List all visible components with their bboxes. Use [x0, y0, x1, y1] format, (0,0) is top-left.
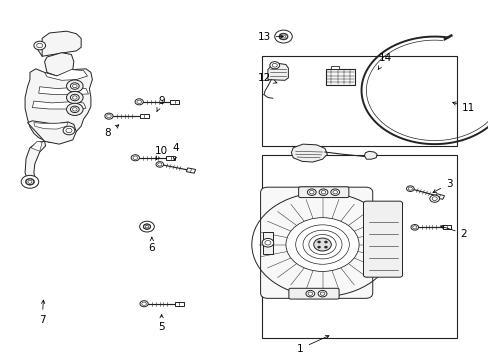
Polygon shape: [175, 302, 183, 306]
Text: 4: 4: [173, 143, 179, 160]
Circle shape: [319, 189, 327, 195]
Bar: [330, 66, 338, 69]
Circle shape: [63, 126, 75, 135]
Text: 10: 10: [155, 146, 168, 159]
Text: 2: 2: [440, 225, 466, 239]
Polygon shape: [44, 53, 74, 76]
Circle shape: [410, 225, 418, 230]
Circle shape: [406, 186, 413, 192]
Circle shape: [135, 99, 143, 105]
FancyBboxPatch shape: [260, 187, 372, 298]
Circle shape: [285, 218, 358, 271]
Circle shape: [140, 221, 154, 232]
Circle shape: [143, 224, 150, 229]
Circle shape: [262, 238, 273, 247]
Polygon shape: [39, 87, 88, 95]
Polygon shape: [170, 100, 179, 104]
Circle shape: [156, 162, 163, 167]
Polygon shape: [25, 69, 92, 142]
Polygon shape: [434, 194, 444, 199]
Text: 6: 6: [148, 237, 155, 253]
Circle shape: [34, 41, 45, 50]
Polygon shape: [27, 121, 76, 144]
Circle shape: [70, 83, 79, 89]
FancyBboxPatch shape: [288, 288, 338, 299]
Circle shape: [274, 30, 292, 43]
Text: 12: 12: [257, 73, 276, 83]
Polygon shape: [32, 101, 86, 109]
FancyBboxPatch shape: [298, 187, 348, 198]
Circle shape: [70, 94, 79, 101]
Circle shape: [269, 62, 279, 69]
Text: 1: 1: [297, 336, 328, 354]
Bar: [326, 69, 354, 85]
Circle shape: [307, 189, 316, 195]
Bar: [263, 232, 272, 253]
Polygon shape: [25, 141, 45, 184]
Text: 7: 7: [39, 300, 45, 325]
Polygon shape: [186, 168, 195, 173]
Polygon shape: [291, 144, 327, 162]
Polygon shape: [140, 114, 148, 118]
Circle shape: [330, 189, 339, 195]
Polygon shape: [44, 69, 87, 80]
Bar: [261, 155, 456, 338]
Circle shape: [279, 34, 287, 40]
Text: 9: 9: [157, 96, 164, 112]
Circle shape: [318, 291, 326, 297]
Circle shape: [66, 80, 83, 92]
Polygon shape: [442, 225, 450, 229]
Circle shape: [66, 103, 83, 116]
Circle shape: [140, 301, 148, 307]
Text: 8: 8: [104, 125, 119, 138]
Circle shape: [26, 179, 34, 185]
Circle shape: [21, 175, 39, 188]
Polygon shape: [166, 156, 175, 160]
Circle shape: [305, 291, 314, 297]
Circle shape: [104, 113, 113, 119]
Text: 5: 5: [158, 315, 164, 332]
Circle shape: [131, 155, 139, 161]
Circle shape: [324, 241, 327, 243]
Text: 3: 3: [432, 179, 452, 193]
FancyBboxPatch shape: [363, 201, 402, 277]
Circle shape: [313, 238, 330, 251]
Polygon shape: [34, 123, 68, 129]
Circle shape: [317, 241, 320, 243]
Circle shape: [70, 106, 79, 113]
Polygon shape: [31, 141, 42, 151]
Text: 14: 14: [377, 53, 392, 69]
Circle shape: [324, 246, 327, 248]
Polygon shape: [42, 31, 81, 56]
Circle shape: [66, 91, 83, 104]
Circle shape: [317, 246, 320, 248]
Text: 13: 13: [257, 32, 283, 41]
Polygon shape: [364, 151, 376, 159]
Bar: [261, 56, 456, 146]
Text: 11: 11: [452, 102, 474, 113]
Circle shape: [429, 195, 439, 202]
Polygon shape: [267, 63, 288, 80]
